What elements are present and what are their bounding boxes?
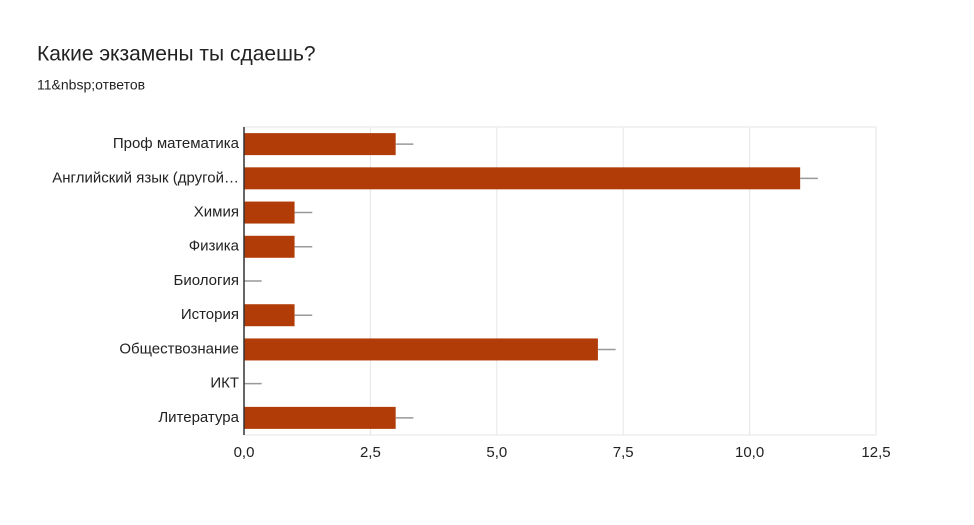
y-tick-label: История (181, 306, 239, 323)
chart-title: Какие экзамены ты сдаешь? (37, 43, 316, 66)
bar (244, 406, 396, 429)
y-tick-label: Проф математика (113, 135, 240, 152)
chart-subtitle: 11&nbsp;ответов (37, 77, 145, 93)
bar (244, 201, 295, 224)
bar (244, 338, 598, 361)
x-tick-label: 7,5 (613, 444, 634, 461)
x-tick-label: 10,0 (735, 444, 764, 461)
bar (244, 235, 295, 258)
y-tick-label: Английский язык (другой… (52, 169, 239, 186)
x-tick-label: 2,5 (360, 444, 381, 461)
y-tick-label: Химия (194, 204, 239, 221)
x-tick-label: 12,5 (861, 444, 890, 461)
y-tick-label: Биология (174, 272, 239, 289)
y-tick-label: ИКТ (210, 375, 239, 392)
bar (244, 167, 801, 190)
y-tick-label: Физика (189, 238, 240, 255)
x-tick-label: 0,0 (234, 444, 255, 461)
y-tick-label: Литература (158, 409, 239, 426)
bar (244, 304, 295, 327)
bar (244, 133, 396, 156)
y-tick-label: Обществознание (119, 340, 239, 357)
x-tick-label: 5,0 (486, 444, 507, 461)
